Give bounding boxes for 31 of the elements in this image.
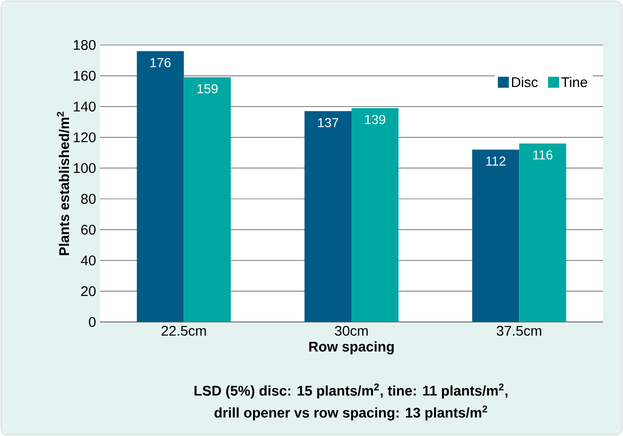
text: drill opener vs row spacing: 13 plants/m$^{2}$ [214,405,488,420]
y-tick-label: 120 [74,132,96,142]
y-tick-label: 100 [74,163,96,174]
data-label: 176 [150,58,171,68]
y-tick-label: 140 [74,102,96,112]
data-label: 137 [318,118,338,128]
y-tick-label: 40 [80,255,96,266]
x-tick-label: 22.5cm [162,326,206,336]
y-tick-label: 20 [81,286,96,296]
bar [304,111,352,322]
data-label: 116 [533,150,552,160]
y-tick-label: 0 [88,317,96,327]
data-label: 139 [365,114,386,124]
x-tick-label: 37.5cm [496,326,542,336]
bar [352,108,399,322]
bar [519,143,566,322]
data-label: 159 [197,84,218,94]
x-tick-label: 30cm [334,326,368,336]
y-tick-label: 160 [74,70,96,81]
y-tick-label: 80 [81,194,96,204]
data-label: 112 [486,156,506,166]
y-tick-label: 180 [74,40,96,50]
legend-label: Tine [561,76,588,88]
bar [472,150,520,322]
y-tick-label: 60 [81,224,96,235]
text: LSD (5%) disc: 15 plants/m$^{2}$, tine: 11 plants/m$^{2}$, [194,384,508,398]
x-axis-title: Row spacing [309,341,394,354]
bar [184,77,231,322]
legend-label: Disc [512,76,538,88]
bar [136,51,184,322]
y-axis-title: Plants established/m$^{2}$ [56,112,70,256]
